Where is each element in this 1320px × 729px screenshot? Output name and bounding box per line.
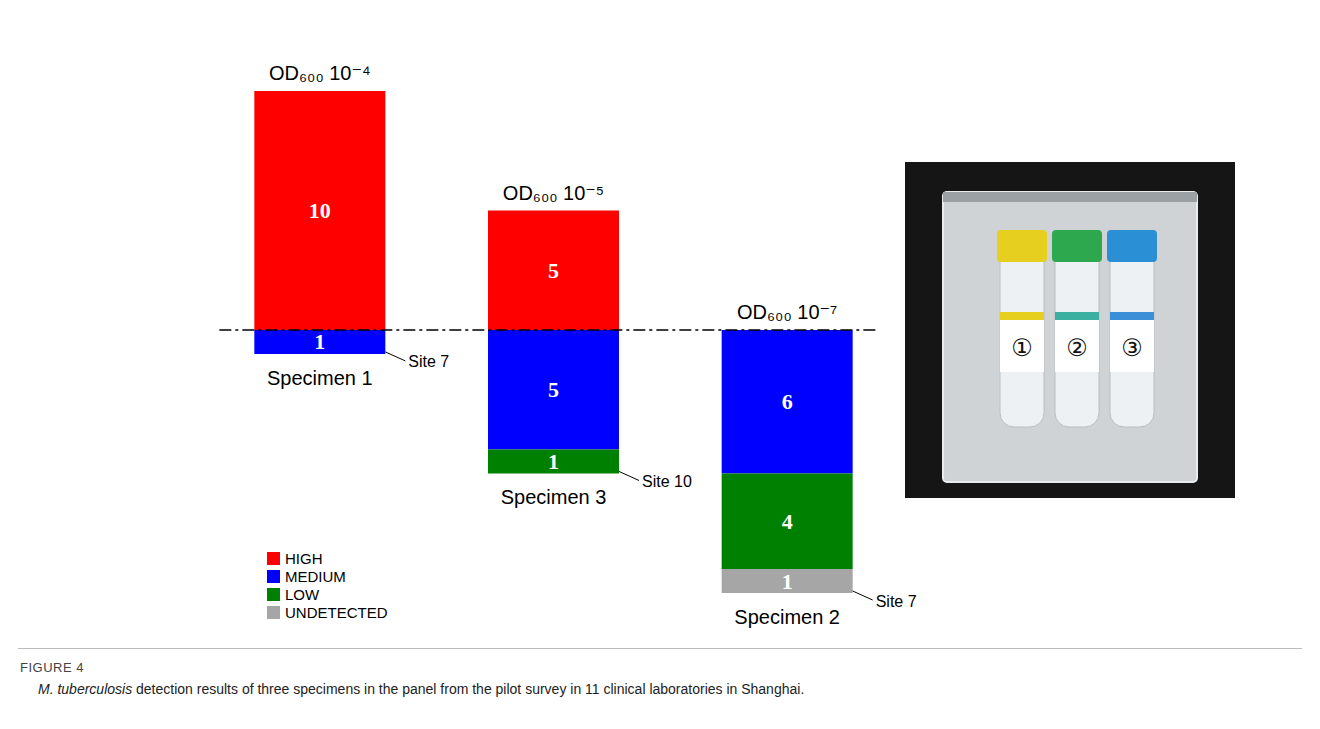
svg-text:OD₆₀₀ 10⁻⁵: OD₆₀₀ 10⁻⁵ bbox=[503, 182, 604, 204]
svg-text:UNDETECTED: UNDETECTED bbox=[285, 604, 388, 621]
svg-text:MEDIUM: MEDIUM bbox=[285, 568, 346, 585]
svg-text:1: 1 bbox=[548, 449, 559, 474]
svg-text:HIGH: HIGH bbox=[285, 550, 323, 567]
svg-text:5: 5 bbox=[548, 377, 559, 402]
svg-text:1: 1 bbox=[314, 329, 325, 354]
html-text:FIGURE 4: FIGURE 4 bbox=[20, 660, 84, 675]
svg-text:Site 7: Site 7 bbox=[876, 593, 917, 610]
svg-text:LOW: LOW bbox=[285, 586, 320, 603]
svg-text:Specimen 2: Specimen 2 bbox=[734, 606, 840, 628]
svg-text:1: 1 bbox=[782, 569, 793, 594]
svg-text:Specimen 3: Specimen 3 bbox=[501, 486, 607, 508]
svg-text:③: ③ bbox=[1121, 334, 1143, 362]
svg-text:OD₆₀₀ 10⁻⁷: OD₆₀₀ 10⁻⁷ bbox=[737, 301, 837, 323]
svg-text:①: ① bbox=[1011, 334, 1033, 362]
svg-text:4: 4 bbox=[782, 509, 793, 534]
svg-text:10: 10 bbox=[309, 198, 331, 223]
svg-text:Site 7: Site 7 bbox=[408, 353, 449, 370]
svg-text:5: 5 bbox=[548, 258, 559, 283]
svg-text:6: 6 bbox=[782, 389, 793, 414]
svg-text:OD₆₀₀ 10⁻⁴: OD₆₀₀ 10⁻⁴ bbox=[269, 62, 371, 84]
html-text:M. tuberculosis detection resu: M. tuberculosis detection results of thr… bbox=[38, 681, 805, 697]
svg-text:②: ② bbox=[1066, 334, 1088, 362]
svg-text:Site 10: Site 10 bbox=[642, 473, 692, 490]
svg-text:Specimen 1: Specimen 1 bbox=[267, 367, 373, 389]
